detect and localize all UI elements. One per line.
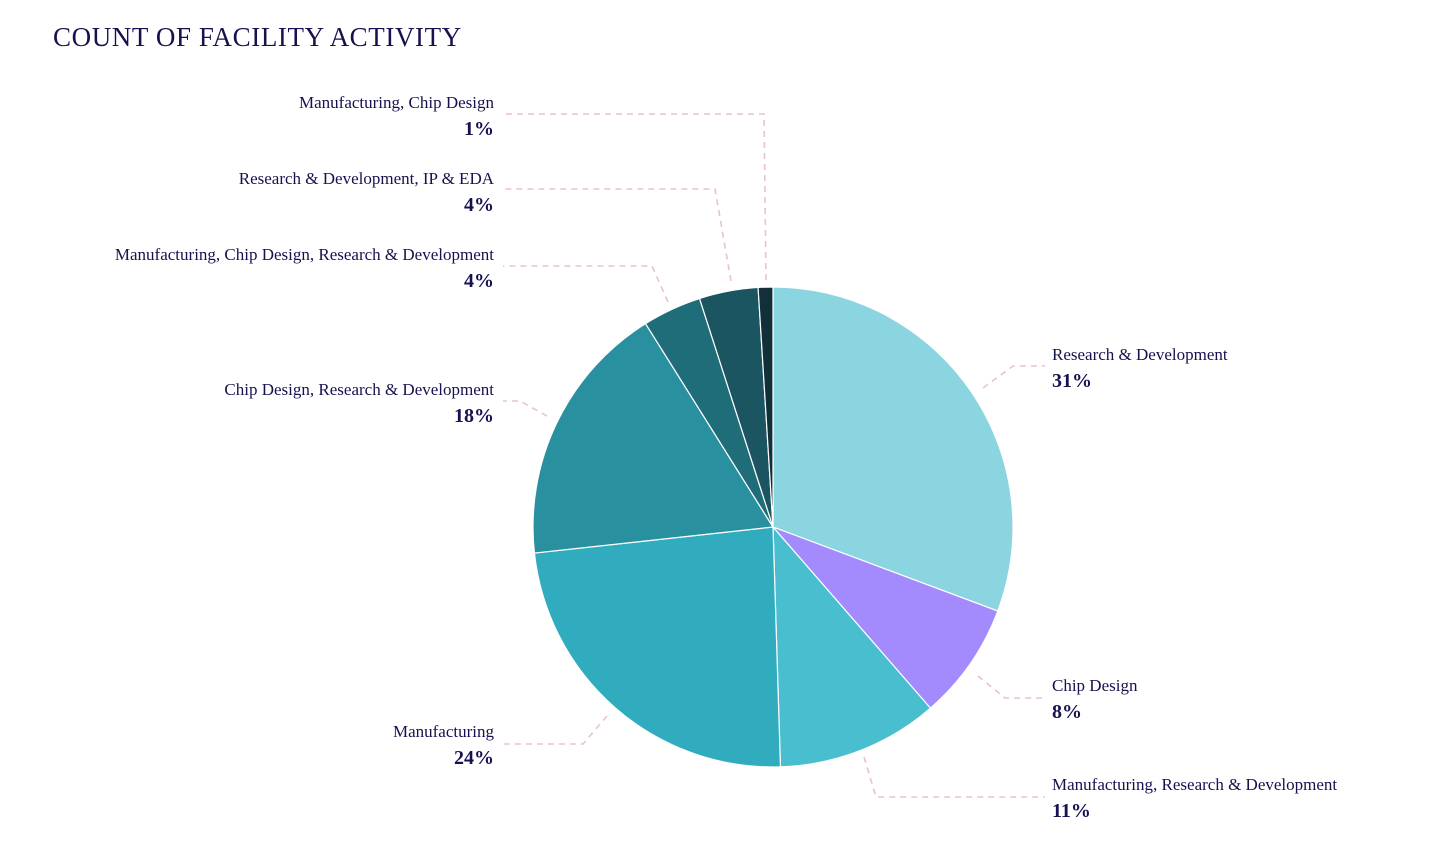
pie-slice-3: [533, 526, 782, 768]
slice-label-7: Manufacturing, Chip Design: [299, 93, 494, 112]
chart-title: COUNT OF FACILITY ACTIVITY: [53, 22, 462, 52]
slice-percent-0: 31%: [1052, 370, 1092, 392]
slice-percent-3: 24%: [454, 747, 494, 769]
slice-label-5: Manufacturing, Chip Design, Research & D…: [115, 245, 494, 264]
leader-line-0: [982, 365, 1045, 389]
slice-percent-7: 1%: [464, 118, 494, 140]
slice-percent-5: 4%: [464, 270, 494, 292]
pie-slice-7: [757, 286, 774, 528]
slice-percent-4: 18%: [454, 405, 494, 427]
slice-percent-6: 4%: [464, 194, 494, 216]
slice-label-6: Research & Development, IP & EDA: [239, 169, 495, 188]
slice-label-1: Chip Design: [1052, 676, 1138, 695]
pie-slices: [532, 286, 1014, 768]
slice-label-2: Manufacturing, Research & Development: [1052, 775, 1337, 794]
slice-label-4: Chip Design, Research & Development: [224, 380, 494, 399]
pie-slice-4: [532, 322, 775, 554]
leader-line-5: [503, 265, 669, 303]
slice-percent-2: 11%: [1052, 800, 1091, 822]
leader-line-1: [977, 675, 1045, 699]
leader-line-2: [863, 756, 1045, 798]
leader-lines: [503, 113, 1045, 798]
leader-line-6: [503, 188, 732, 282]
slice-label-0: Research & Development: [1052, 345, 1228, 364]
slice-labels: Research & Development 31% Chip Design 8% Ma…: [115, 93, 1338, 822]
slice-percent-1: 8%: [1052, 701, 1082, 723]
leader-line-4: [503, 400, 548, 417]
leader-line-3: [503, 715, 608, 745]
pie-slice-0: [772, 286, 1014, 612]
leader-line-7: [503, 113, 767, 281]
slice-label-3: Manufacturing: [393, 722, 495, 741]
pie-slice-2: [772, 525, 932, 768]
pie-slice-1: [772, 526, 999, 710]
